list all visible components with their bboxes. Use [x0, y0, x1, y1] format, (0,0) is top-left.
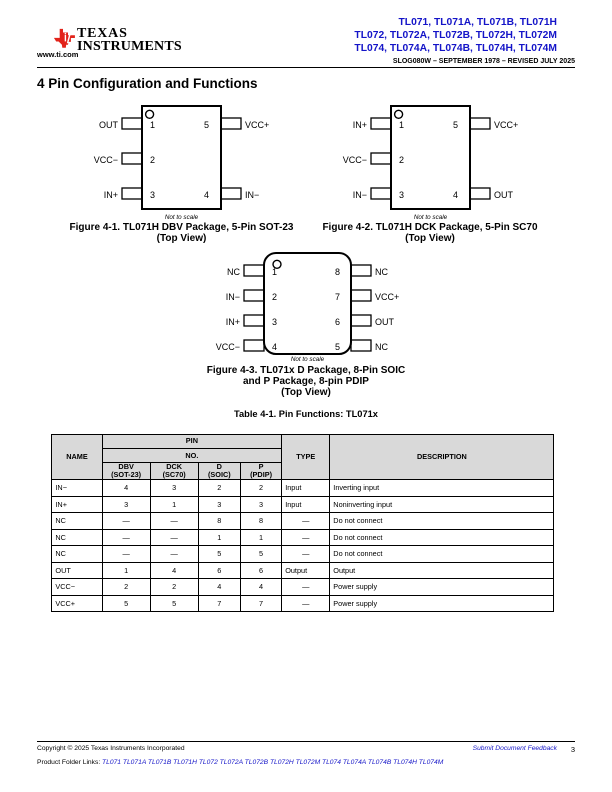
svg-text:8: 8 — [335, 267, 340, 277]
svg-text:4: 4 — [272, 342, 277, 352]
svg-text:2: 2 — [272, 292, 277, 302]
svg-text:5: 5 — [204, 120, 209, 130]
svg-text:VCC−: VCC− — [216, 342, 240, 352]
svg-text:3: 3 — [399, 190, 404, 200]
svg-text:OUT: OUT — [494, 190, 514, 200]
svg-text:VCC−: VCC− — [94, 155, 118, 165]
svg-text:VCC−: VCC− — [343, 155, 367, 165]
svg-text:7: 7 — [335, 292, 340, 302]
svg-text:NC: NC — [375, 342, 388, 352]
svg-text:5: 5 — [453, 120, 458, 130]
svg-text:1: 1 — [150, 120, 155, 130]
svg-text:IN+: IN+ — [104, 190, 118, 200]
svg-text:1: 1 — [272, 267, 277, 277]
svg-text:NC: NC — [227, 267, 240, 277]
svg-text:OUT: OUT — [375, 317, 395, 327]
svg-text:3: 3 — [272, 317, 277, 327]
svg-text:IN+: IN+ — [226, 317, 240, 327]
svg-text:4: 4 — [453, 190, 458, 200]
svg-text:Not to scale: Not to scale — [414, 214, 448, 221]
svg-text:3: 3 — [150, 190, 155, 200]
svg-text:6: 6 — [335, 317, 340, 327]
svg-text:IN+: IN+ — [353, 120, 367, 130]
svg-text:VCC+: VCC+ — [494, 120, 518, 130]
svg-text:1: 1 — [399, 120, 404, 130]
svg-text:VCC+: VCC+ — [375, 292, 399, 302]
svg-text:4: 4 — [204, 190, 209, 200]
svg-text:IN−: IN− — [226, 292, 240, 302]
svg-text:NC: NC — [375, 267, 388, 277]
svg-text:5: 5 — [335, 342, 340, 352]
svg-text:Not to scale: Not to scale — [165, 214, 199, 221]
svg-text:Not to scale: Not to scale — [291, 356, 325, 363]
svg-text:2: 2 — [399, 155, 404, 165]
svg-text:OUT: OUT — [99, 120, 119, 130]
svg-text:IN−: IN− — [353, 190, 367, 200]
svg-text:2: 2 — [150, 155, 155, 165]
